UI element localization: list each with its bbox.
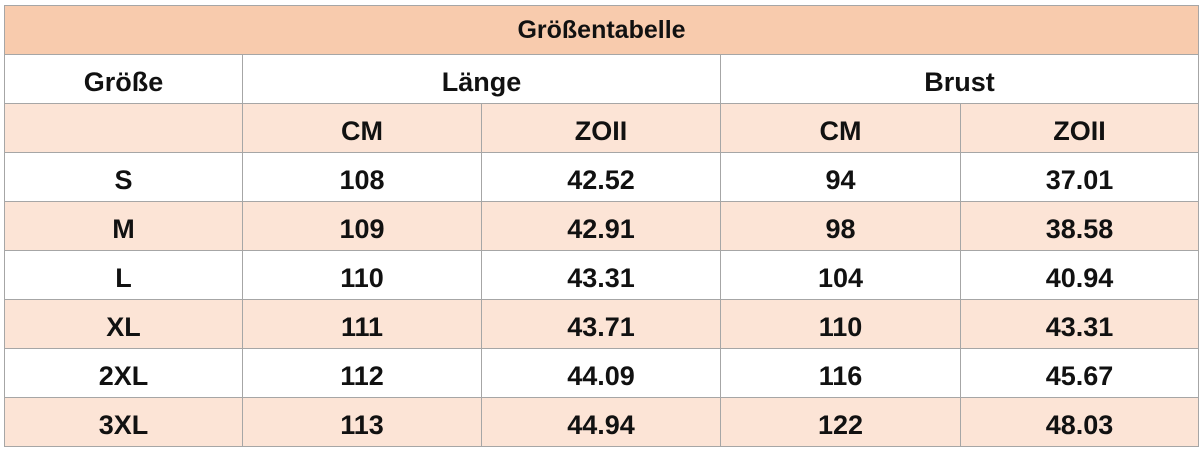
- value-cell: 42.52: [481, 152, 721, 202]
- value-cell: 43.31: [959, 299, 1200, 349]
- value-cell: 113: [242, 397, 482, 447]
- size-cell: M: [4, 201, 243, 251]
- header-cell: Größe: [4, 54, 243, 104]
- data-row: S 108 42.52 94 37.01: [4, 152, 1200, 202]
- value-cell: 98: [720, 201, 961, 251]
- value-cell: 44.94: [481, 397, 721, 447]
- value-cell: 110: [720, 299, 961, 349]
- value-cell: 111: [242, 299, 482, 349]
- value-cell: 40.94: [959, 250, 1200, 300]
- header-row: Größe Länge Brust: [4, 54, 1200, 104]
- value-cell: 109: [242, 201, 482, 251]
- empty-cell: [4, 103, 243, 153]
- value-cell: 104: [720, 250, 961, 300]
- value-cell: 112: [242, 348, 482, 398]
- header-cell: Brust: [719, 54, 1200, 104]
- unit-row: CM ZOII CM ZOII: [4, 103, 1200, 153]
- unit-cell: ZOII: [481, 103, 721, 153]
- size-cell: L: [4, 250, 243, 300]
- size-cell: XL: [4, 299, 243, 349]
- title-row: Größentabelle: [3, 5, 1200, 55]
- value-cell: 45.67: [959, 348, 1200, 398]
- size-cell: S: [4, 152, 243, 202]
- value-cell: 116: [720, 348, 961, 398]
- unit-cell: ZOII: [959, 103, 1200, 153]
- table-title: Größentabelle: [3, 5, 1200, 55]
- value-cell: 37.01: [959, 152, 1200, 202]
- data-row: M 109 42.91 98 38.58: [4, 201, 1200, 251]
- value-cell: 43.71: [481, 299, 721, 349]
- size-cell: 3XL: [4, 397, 243, 447]
- size-table: Größentabelle Größe Länge Brust CM ZOII CM…: [3, 5, 1200, 447]
- value-cell: 44.09: [481, 348, 721, 398]
- value-cell: 94: [720, 152, 961, 202]
- value-cell: 38.58: [959, 201, 1200, 251]
- value-cell: 43.31: [481, 250, 721, 300]
- table-body: Größentabelle Größe Länge Brust CM ZOII CM…: [3, 5, 1200, 447]
- value-cell: 110: [242, 250, 482, 300]
- unit-cell: CM: [720, 103, 961, 153]
- data-row: XL 111 43.71 110 43.31: [4, 299, 1200, 349]
- data-row: 3XL 113 44.94 122 48.03: [4, 397, 1200, 447]
- value-cell: 48.03: [959, 397, 1200, 447]
- unit-cell: CM: [242, 103, 482, 153]
- data-row: L 110 43.31 104 40.94: [4, 250, 1200, 300]
- value-cell: 108: [242, 152, 482, 202]
- value-cell: 122: [720, 397, 961, 447]
- data-row: 2XL 112 44.09 116 45.67: [4, 348, 1200, 398]
- size-cell: 2XL: [4, 348, 243, 398]
- header-cell: Länge: [242, 54, 721, 104]
- value-cell: 42.91: [481, 201, 721, 251]
